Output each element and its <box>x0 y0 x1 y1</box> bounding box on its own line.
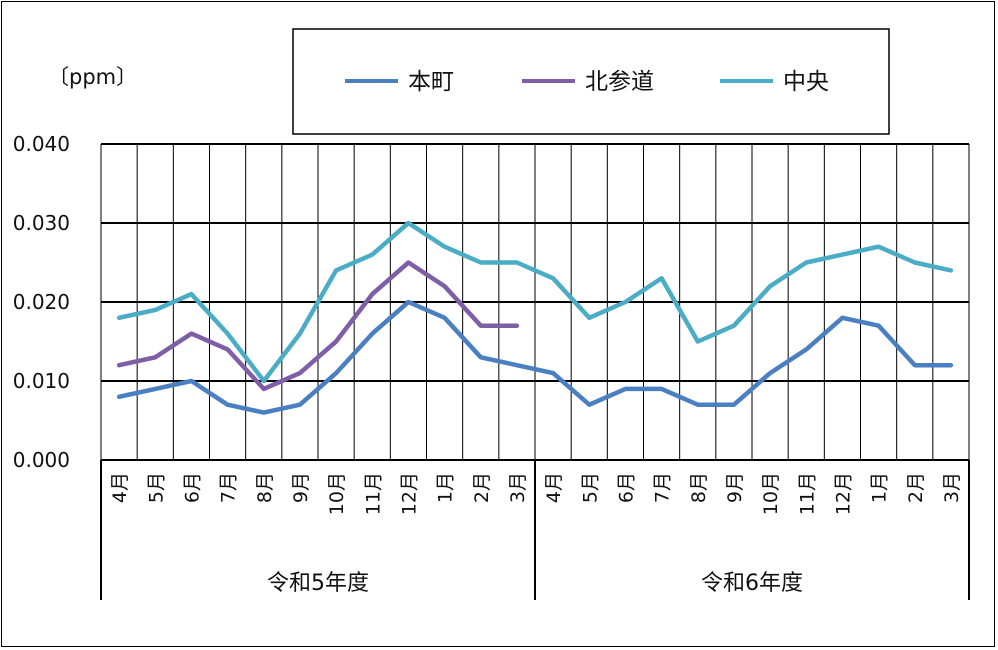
x-tick-label: 10月 <box>760 472 782 515</box>
x-tick-label: 10月 <box>326 472 348 515</box>
x-tick-label: 5月 <box>579 472 601 503</box>
x-axis: 令和5年度 令和6年度 4月 5月 6月 7月 8月 9月 10月 11月 12月 1月 2月 3月 4月 5… <box>100 460 970 600</box>
x-tick-label: 6月 <box>181 472 203 503</box>
x-tick-label: 4月 <box>543 472 565 503</box>
x-tick-label: 8月 <box>688 472 710 503</box>
x-tick-label: 7月 <box>218 472 240 503</box>
x-tick-label: 3月 <box>507 472 529 503</box>
legend-label-kitasando: 北参道 <box>585 69 654 95</box>
x-tick-label: 6月 <box>615 472 637 503</box>
group-label: 令和6年度 <box>701 571 803 596</box>
x-tick-label: 8月 <box>254 472 276 503</box>
group-label: 令和5年度 <box>267 571 369 596</box>
series-layer <box>116 220 954 415</box>
series-line <box>116 220 954 384</box>
y-unit-label: 〔ppm〕 <box>48 65 137 89</box>
plot-grid <box>100 143 970 461</box>
y-tick-label: 0.030 <box>13 211 70 235</box>
x-tick-label: 11月 <box>362 472 384 515</box>
y-tick-label: 0.040 <box>13 132 70 156</box>
series-line <box>116 260 520 392</box>
x-tick-label: 12月 <box>398 472 420 515</box>
x-tick-label: 3月 <box>941 472 963 503</box>
y-axis-ticks: 0.000 0.010 0.020 0.030 0.040 <box>13 132 70 472</box>
series-line <box>116 299 954 415</box>
x-tick-label: 2月 <box>905 472 927 503</box>
x-tick-label: 5月 <box>145 472 167 503</box>
x-tick-label: 9月 <box>290 472 312 503</box>
x-tick-label: 2月 <box>471 472 493 503</box>
legend: 本町 北参道 中央 <box>292 28 890 135</box>
y-tick-label: 0.010 <box>13 369 70 393</box>
x-tick-label: 4月 <box>109 472 131 503</box>
x-tick-label: 1月 <box>435 472 457 503</box>
legend-label-honcho: 本町 <box>408 69 454 95</box>
legend-label-chuo: 中央 <box>783 69 829 95</box>
x-tick-label: 12月 <box>832 472 854 515</box>
x-tick-label: 9月 <box>724 472 746 503</box>
x-tick-label: 11月 <box>796 472 818 515</box>
x-tick-label: 1月 <box>869 472 891 503</box>
y-tick-label: 0.000 <box>13 448 70 472</box>
y-tick-label: 0.020 <box>13 290 70 314</box>
x-tick-label: 7月 <box>652 472 674 503</box>
